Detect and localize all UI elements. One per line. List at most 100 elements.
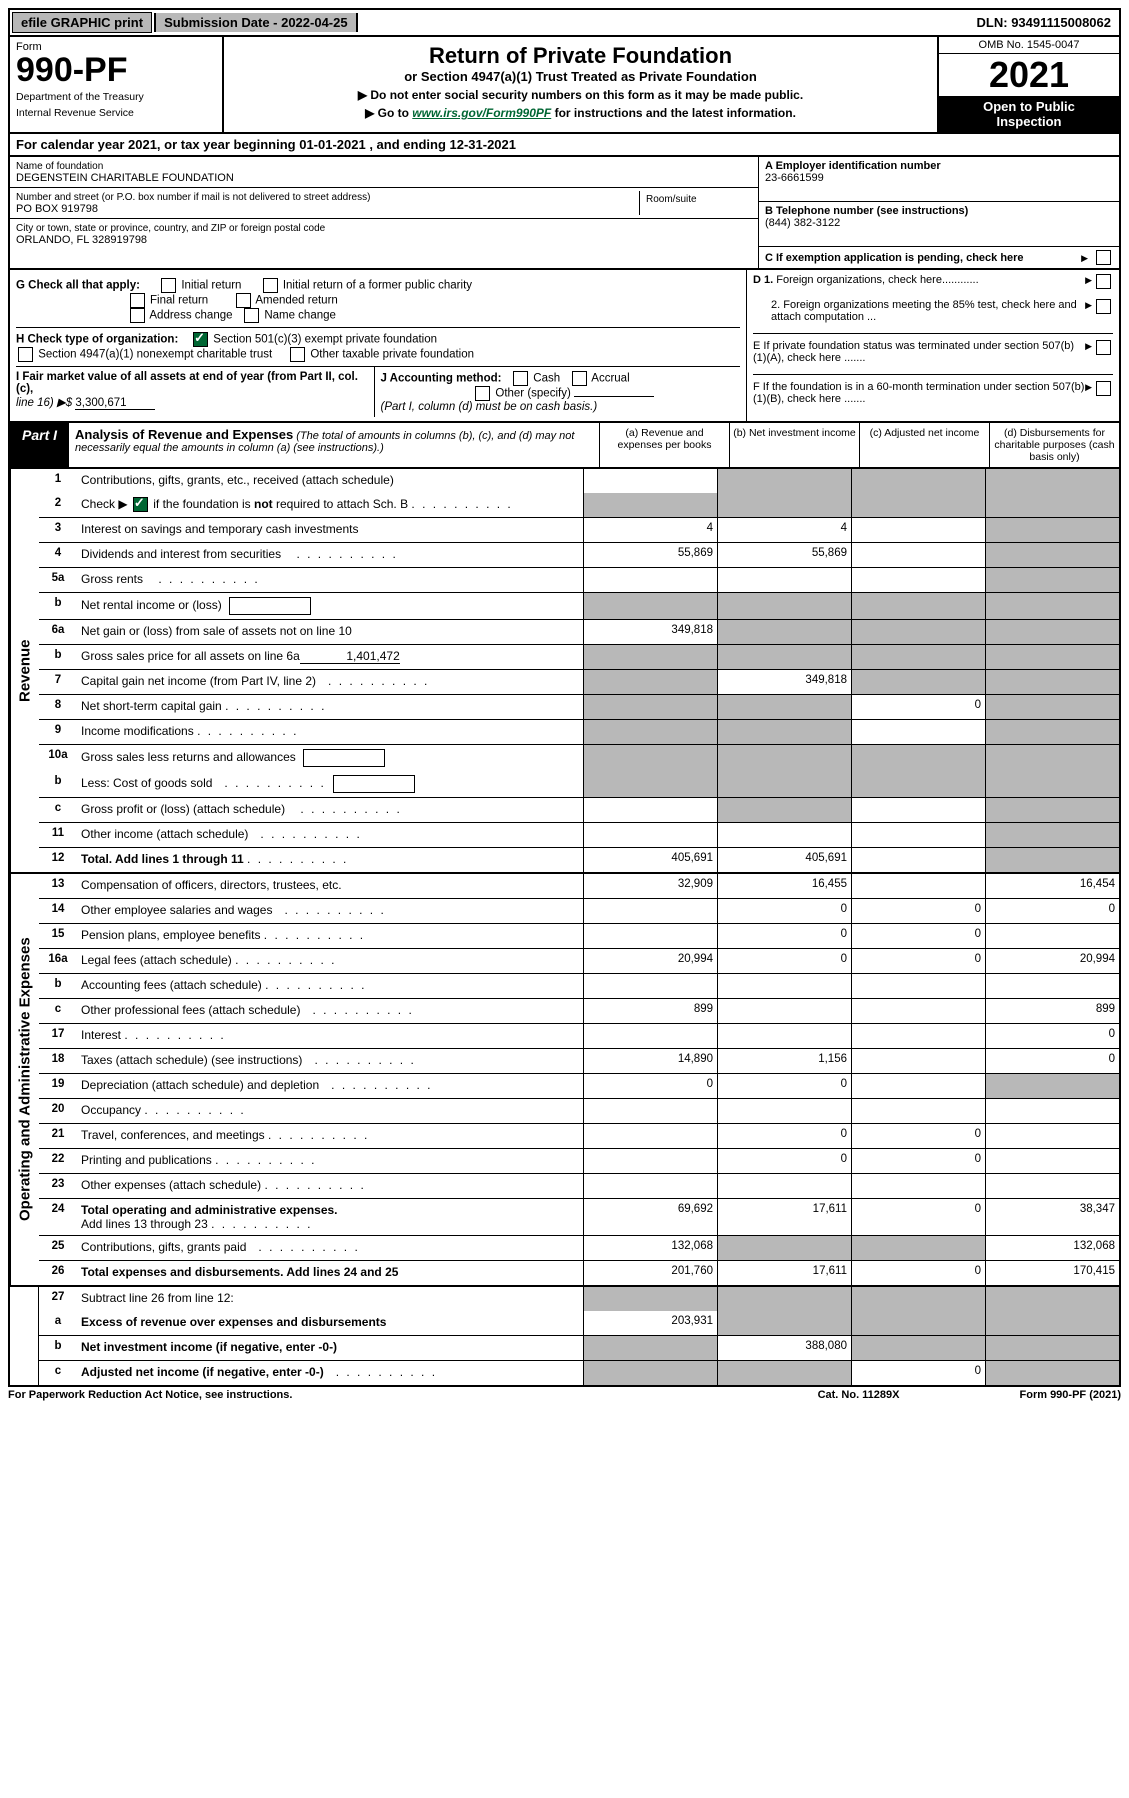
i-label: I Fair market value of all assets at end… (16, 371, 358, 395)
e-text: E If private foundation status was termi… (753, 340, 1085, 364)
r6b: Gross sales price for all assets on line… (77, 645, 583, 669)
phone-cell: B Telephone number (see instructions) (8… (759, 202, 1119, 247)
phone: (844) 382-3122 (765, 217, 840, 229)
r3b: 4 (717, 518, 851, 542)
r5a: Gross rents (77, 568, 583, 592)
r7b: 349,818 (717, 670, 851, 694)
g-initial-former[interactable] (263, 278, 278, 293)
g-initial-return[interactable] (161, 278, 176, 293)
tax-year: 2021 (939, 54, 1119, 96)
col-c-head: (c) Adjusted net income (860, 423, 990, 467)
j-other[interactable] (475, 386, 490, 401)
g-address-change[interactable] (130, 308, 145, 323)
h-other-taxable[interactable] (290, 347, 305, 362)
r19a: 0 (583, 1074, 717, 1098)
j-cash-label: Cash (533, 373, 560, 385)
d1-row: D 1. Foreign organizations, check here..… (753, 274, 1113, 289)
ein-label: A Employer identification number (765, 160, 941, 172)
j-cash[interactable] (513, 371, 528, 386)
g-o2: Initial return of a former public charit… (283, 280, 472, 292)
open-public: Open to PublicInspection (939, 96, 1119, 132)
r19: Depreciation (attach schedule) and deple… (77, 1074, 583, 1098)
r27a-a: 203,931 (583, 1311, 717, 1335)
g-o5: Address change (149, 310, 232, 322)
address: PO BOX 919798 (16, 203, 98, 215)
r26: Total expenses and disbursements. Add li… (77, 1261, 583, 1285)
j-note: (Part I, column (d) must be on cash basi… (381, 401, 598, 413)
ein: 23-6661599 (765, 172, 824, 184)
h-o1: Section 501(c)(3) exempt private foundat… (213, 334, 437, 346)
r21c: 0 (851, 1124, 985, 1148)
r24: Total operating and administrative expen… (77, 1199, 583, 1235)
r7: Capital gain net income (from Part IV, l… (77, 670, 583, 694)
r16a-a: 20,994 (583, 949, 717, 973)
r12: Total. Add lines 1 through 11 (77, 848, 583, 872)
j-accrual[interactable] (572, 371, 587, 386)
g-o1: Initial return (181, 280, 241, 292)
footer-right: Form 990-PF (2021) (1020, 1389, 1122, 1401)
r16a-b: 0 (717, 949, 851, 973)
g-name-change[interactable] (244, 308, 259, 323)
footer-left: For Paperwork Reduction Act Notice, see … (8, 1389, 292, 1401)
g-o3: Final return (150, 295, 208, 307)
part1-header: Part I Analysis of Revenue and Expenses … (8, 423, 1121, 469)
h-o3: Other taxable private foundation (310, 349, 474, 361)
g-final-return[interactable] (130, 293, 145, 308)
r18a: 14,890 (583, 1049, 717, 1073)
d1-checkbox[interactable] (1096, 274, 1111, 289)
goto-pre: ▶ Go to (365, 106, 412, 120)
r17: Interest (77, 1024, 583, 1048)
r13d: 16,454 (985, 874, 1119, 898)
f-checkbox[interactable] (1096, 381, 1111, 396)
city: ORLANDO, FL 328919798 (16, 234, 147, 246)
h-501c3[interactable] (193, 332, 208, 347)
r18b: 1,156 (717, 1049, 851, 1073)
g-row: G Check all that apply: Initial return I… (16, 274, 740, 327)
r2-checkbox[interactable] (133, 497, 148, 512)
r9: Income modifications (77, 720, 583, 744)
h-row: H Check type of organization: Section 50… (16, 327, 740, 366)
r26d: 170,415 (985, 1261, 1119, 1285)
form-header: Form 990-PF Department of the Treasury I… (8, 37, 1121, 134)
part1-title-cell: Analysis of Revenue and Expenses (The to… (69, 423, 599, 467)
r16a: Legal fees (attach schedule) (77, 949, 583, 973)
r12b: 405,691 (717, 848, 851, 872)
note-goto: ▶ Go to www.irs.gov/Form990PF for instru… (232, 106, 929, 120)
j-label: J Accounting method: (381, 373, 502, 385)
d2-checkbox[interactable] (1096, 299, 1111, 314)
address-row: Number and street (or P.O. box number if… (10, 188, 758, 219)
line27-table: 27Subtract line 26 from line 12: aExcess… (8, 1287, 1121, 1387)
r13a: 32,909 (583, 874, 717, 898)
h-4947[interactable] (18, 347, 33, 362)
dln: DLN: 93491115008062 (969, 13, 1119, 32)
r23: Other expenses (attach schedule) (77, 1174, 583, 1198)
r10b: Less: Cost of goods sold (77, 771, 583, 797)
r3a: 4 (583, 518, 717, 542)
header-right: OMB No. 1545-0047 2021 Open to PublicIns… (937, 37, 1119, 132)
c-label: C If exemption application is pending, c… (765, 252, 1077, 264)
r27b-b: 388,080 (717, 1336, 851, 1360)
phone-label: B Telephone number (see instructions) (765, 205, 968, 217)
foundation-name-cell: Name of foundation DEGENSTEIN CHARITABLE… (10, 157, 758, 188)
footer-mid: Cat. No. 11289X (818, 1389, 900, 1401)
room-label: Room/suite (646, 194, 697, 205)
r16a-d: 20,994 (985, 949, 1119, 973)
header-left: Form 990-PF Department of the Treasury I… (10, 37, 224, 132)
r24a: 69,692 (583, 1199, 717, 1235)
e-checkbox[interactable] (1096, 340, 1111, 355)
efile-print-button[interactable]: efile GRAPHIC print (12, 12, 152, 33)
i-value: 3,300,671 (75, 397, 155, 410)
g-amended[interactable] (236, 293, 251, 308)
r21b: 0 (717, 1124, 851, 1148)
header-center: Return of Private Foundation or Section … (224, 37, 937, 132)
note-ssn: ▶ Do not enter social security numbers o… (232, 88, 929, 102)
r24b: 17,611 (717, 1199, 851, 1235)
r14: Other employee salaries and wages (77, 899, 583, 923)
r8: Net short-term capital gain (77, 695, 583, 719)
r11: Other income (attach schedule) (77, 823, 583, 847)
form990pf-link[interactable]: www.irs.gov/Form990PF (412, 106, 551, 120)
r15b: 0 (717, 924, 851, 948)
r10a: Gross sales less returns and allowances (77, 745, 583, 771)
r8c: 0 (851, 695, 985, 719)
c-checkbox[interactable] (1096, 250, 1111, 265)
